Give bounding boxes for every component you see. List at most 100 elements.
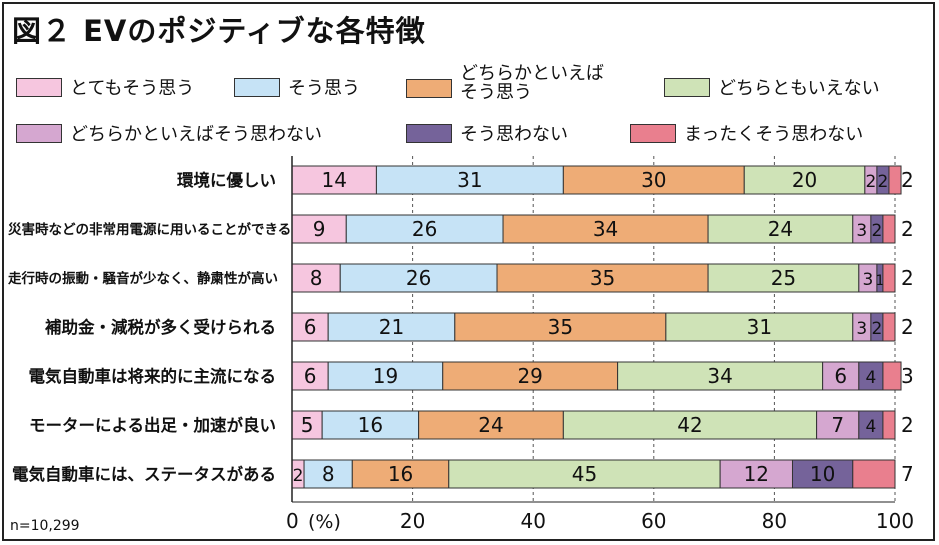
bar-segment	[291, 165, 377, 195]
data-label: 2	[901, 168, 914, 192]
data-label: 2	[901, 413, 914, 437]
bar-segment	[291, 214, 347, 244]
bar-segment	[502, 214, 709, 244]
data-label: 42	[677, 413, 702, 437]
bar-segment	[562, 410, 818, 440]
category-label: 電気自動車には、ステータスがある	[12, 465, 276, 484]
data-label: 3	[901, 364, 914, 388]
legend-swatch	[16, 77, 62, 97]
data-label: 3	[856, 319, 867, 339]
data-label: 2	[865, 172, 876, 192]
data-label: 2	[293, 466, 304, 486]
bar-segment	[321, 410, 420, 440]
category-label: 電気自動車は将来的に主流になる	[28, 367, 277, 386]
bar-segment	[882, 410, 896, 440]
legend-label-line2: そう思う	[460, 82, 532, 103]
legend-swatch	[664, 77, 710, 97]
data-label: 26	[406, 266, 431, 290]
legend-label: どちらともいえない	[718, 78, 880, 99]
x-tick-label: 40	[520, 509, 545, 533]
x-tick-label: 0	[286, 509, 299, 533]
bar-segment	[882, 214, 896, 244]
bar-segment	[852, 459, 896, 489]
legend-label: そう思わない	[460, 124, 568, 145]
bar-segment	[707, 263, 860, 293]
data-label: 6	[834, 364, 847, 388]
bar-segment	[291, 263, 341, 293]
data-label: 4	[865, 417, 876, 437]
category-label: 環境に優しい	[177, 171, 276, 190]
x-tick-label: 80	[762, 509, 787, 533]
bar-segment	[351, 459, 450, 489]
bar-segment	[375, 165, 564, 195]
data-label: 29	[517, 364, 542, 388]
bar-segment	[882, 312, 896, 342]
category-label: モーターによる出足・加速が良い	[28, 416, 276, 435]
legend-item-s5: どちらかといえばそう思わない	[16, 120, 322, 146]
data-label: 35	[590, 266, 615, 290]
bar-segment	[816, 410, 860, 440]
category-label: 走行時の振動・騒音が少なく、静粛性が高い	[8, 271, 278, 287]
bar-segment	[858, 410, 884, 440]
category-label: 災害時などの非常用電源に用いることができる	[8, 222, 292, 238]
data-label: 26	[412, 217, 437, 241]
data-label: 6	[304, 364, 317, 388]
data-label: 25	[771, 266, 796, 290]
legend-label: どちらかといえばそう思わない	[70, 124, 322, 145]
bar-segment	[339, 263, 498, 293]
data-label: 2	[901, 266, 914, 290]
legend-item-s6: そう思わない	[406, 120, 568, 146]
data-label: 7	[901, 462, 914, 486]
legend-label: とてもそう思う	[70, 78, 195, 99]
data-label: 8	[322, 462, 335, 486]
bar-segment	[327, 361, 444, 391]
data-label: 6	[304, 315, 317, 339]
data-label: 45	[572, 462, 597, 486]
category-label: 補助金・減税が多く受けられる	[45, 318, 276, 337]
bar-segment	[454, 312, 667, 342]
bar-segment	[665, 312, 854, 342]
legend-swatch	[234, 77, 280, 97]
legend-swatch	[406, 123, 452, 143]
data-label: 2	[871, 221, 882, 241]
data-label: 1	[875, 273, 884, 289]
bar-segment	[888, 165, 902, 195]
bar-segment	[882, 361, 902, 391]
legend-swatch	[630, 123, 676, 143]
bar-segment	[291, 312, 329, 342]
sample-size-note: n=10,299	[10, 518, 80, 534]
data-label: 5	[301, 413, 314, 437]
data-label: 14	[321, 168, 346, 192]
data-label: 34	[593, 217, 618, 241]
bar-segment	[617, 361, 824, 391]
legend-item-s4: どちらともいえない	[664, 74, 880, 100]
data-label: 16	[358, 413, 383, 437]
legend-label-multiline: どちらかといえば そう思う	[460, 64, 604, 102]
data-label: 30	[641, 168, 666, 192]
x-tick-label: 20	[400, 509, 425, 533]
data-label: 2	[901, 217, 914, 241]
x-tick-label: 60	[641, 509, 666, 533]
data-label: 16	[388, 462, 413, 486]
legend-swatch	[16, 123, 62, 143]
data-label: 3	[862, 270, 873, 290]
legend-label: そう思う	[288, 78, 360, 99]
data-label: 31	[457, 168, 482, 192]
x-tick-label: 100	[876, 509, 914, 533]
legend-swatch	[406, 78, 452, 98]
data-label: 7	[831, 413, 844, 437]
data-label: 3	[856, 221, 867, 241]
bar-segment	[345, 214, 504, 244]
data-label: 8	[310, 266, 323, 290]
legend-item-s2: そう思う	[234, 74, 360, 100]
data-label: 20	[792, 168, 817, 192]
bar-segment	[327, 312, 456, 342]
bar-segment	[562, 165, 745, 195]
bar-segment	[719, 459, 793, 489]
data-label: 2	[901, 315, 914, 339]
legend-label-line1: どちらかといえば	[460, 63, 604, 84]
data-label: 35	[548, 315, 573, 339]
legend-label: まったくそう思わない	[684, 124, 864, 145]
